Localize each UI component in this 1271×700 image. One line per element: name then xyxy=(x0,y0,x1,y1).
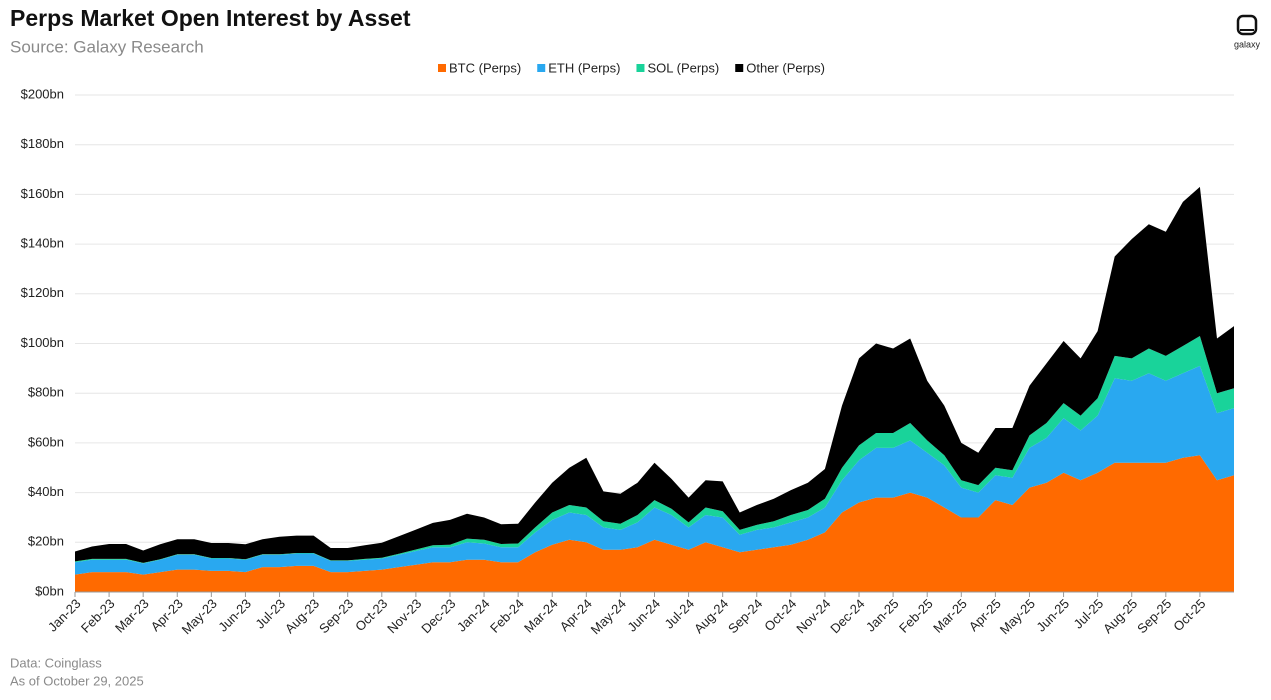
x-tick-label: Feb-24 xyxy=(487,596,527,636)
x-tick-label: Sep-24 xyxy=(725,596,765,636)
y-tick-label: $0bn xyxy=(35,583,64,598)
x-tick-label: Jan-23 xyxy=(45,596,84,635)
x-tick-label: Jun-25 xyxy=(1033,596,1072,635)
x-tick-label: Aug-23 xyxy=(282,596,322,636)
y-tick-label: $120bn xyxy=(21,285,64,300)
legend-label: ETH (Perps) xyxy=(548,60,620,75)
x-tick-label: Jun-23 xyxy=(215,596,254,635)
x-tick-label: Jun-24 xyxy=(624,596,663,635)
y-tick-label: $80bn xyxy=(28,385,64,400)
x-tick-label: Nov-23 xyxy=(384,596,424,636)
chart-subtitle: Source: Galaxy Research xyxy=(10,37,204,56)
legend-swatch xyxy=(438,64,446,72)
y-tick-label: $180bn xyxy=(21,136,64,151)
area xyxy=(75,365,1234,575)
y-tick-label: $60bn xyxy=(28,434,64,449)
y-tick-label: $20bn xyxy=(28,534,64,549)
area xyxy=(75,186,1234,563)
x-tick-label: Oct-24 xyxy=(761,596,799,634)
x-tick-label: Aug-24 xyxy=(691,596,731,636)
legend-label: BTC (Perps) xyxy=(449,60,521,75)
legend-swatch xyxy=(537,64,546,72)
x-tick-label: Sep-23 xyxy=(316,596,356,636)
x-tick-label: Jan-25 xyxy=(863,596,902,635)
footer-source: Data: Coinglass xyxy=(10,655,102,670)
y-tick-label: $160bn xyxy=(21,186,64,201)
footer-date: As of October 29, 2025 xyxy=(10,673,144,688)
x-tick-label: Mar-25 xyxy=(930,596,970,636)
y-tick-label: $40bn xyxy=(28,484,64,499)
x-tick-label: Feb-25 xyxy=(896,596,936,636)
x-tick-label: Oct-25 xyxy=(1170,596,1208,634)
x-tick-label: Sep-25 xyxy=(1134,596,1174,636)
x-tick-label: Feb-23 xyxy=(78,596,118,636)
legend-swatch xyxy=(636,64,645,72)
legend-label: SOL (Perps) xyxy=(647,60,719,75)
logo-text: galaxy xyxy=(1234,39,1261,49)
logo-icon xyxy=(1236,14,1258,36)
x-tick-label: May-23 xyxy=(179,596,220,637)
y-tick-label: $100bn xyxy=(21,335,64,350)
x-tick-label: Aug-25 xyxy=(1100,596,1140,636)
legend-label: Other (Perps) xyxy=(746,60,825,75)
x-tick-label: Mar-24 xyxy=(521,596,561,636)
y-tick-label: $200bn xyxy=(21,86,64,101)
x-tick-label: Dec-23 xyxy=(418,596,458,636)
x-tick-label: Oct-23 xyxy=(352,596,390,634)
area xyxy=(75,336,1234,564)
x-tick-label: Dec-24 xyxy=(827,596,867,636)
x-tick-label: Nov-24 xyxy=(793,596,833,636)
x-tick-label: May-25 xyxy=(997,596,1038,637)
logo: galaxy xyxy=(1234,14,1261,49)
x-tick-label: Mar-23 xyxy=(112,596,152,636)
chart-title: Perps Market Open Interest by Asset xyxy=(10,5,411,31)
x-tick-label: May-24 xyxy=(588,596,629,637)
x-tick-label: Jan-24 xyxy=(454,596,493,635)
y-tick-label: $140bn xyxy=(21,236,64,251)
area xyxy=(75,455,1234,592)
legend-swatch xyxy=(735,64,744,72)
